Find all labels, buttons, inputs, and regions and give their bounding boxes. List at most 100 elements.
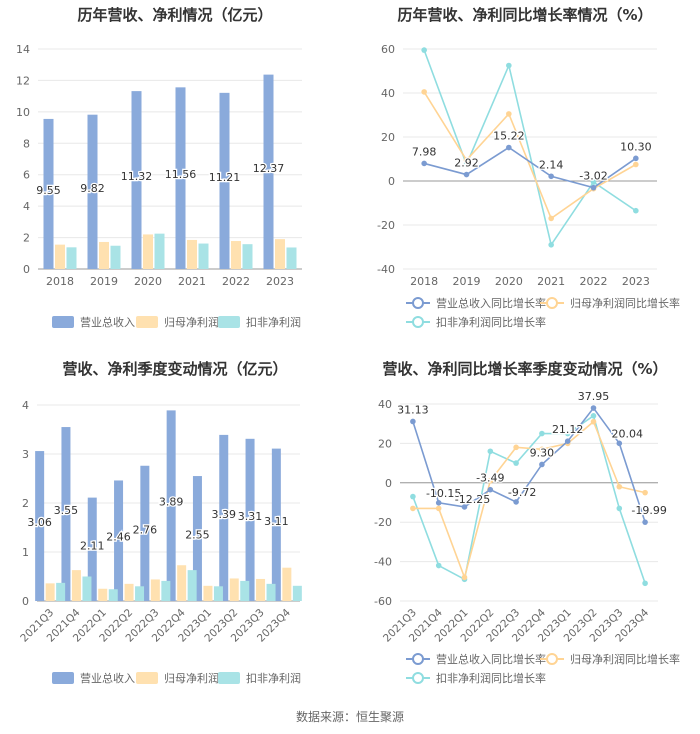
deducted-profit-bar	[240, 580, 250, 601]
legend-label: 归母净利润同比增长率	[570, 652, 680, 666]
deducted-profit-growth-point	[513, 460, 519, 466]
revenue-data-label: 3.31	[238, 510, 263, 523]
net-profit-bar	[45, 583, 55, 601]
revenue-growth-point	[539, 461, 545, 468]
legend-marker	[412, 653, 424, 665]
revenue-data-label: 3.89	[159, 496, 184, 509]
x-tick-label: 2019	[453, 275, 481, 288]
y-tick-label: 40	[381, 87, 395, 100]
legend-marker	[412, 672, 424, 684]
y-tick-label: 2	[22, 497, 29, 510]
revenue-growth-data-label: 15.22	[493, 130, 525, 143]
net-profit-growth-point	[548, 215, 554, 222]
revenue-data-label: 9.82	[80, 182, 105, 195]
revenue-growth-data-label: 7.98	[412, 145, 437, 158]
net-profit-bar	[177, 565, 187, 601]
chart2-title: 历年营收、净利同比增长率情况（%）	[397, 6, 653, 24]
deducted-profit-growth-point	[590, 413, 597, 419]
net-profit-bar	[231, 241, 241, 269]
quarterly-revenue-profit-bar-chart: 012342021Q32021Q42022Q12022Q22022Q32022Q…	[18, 399, 302, 685]
deducted-profit-growth-point	[487, 448, 494, 455]
revenue-bar	[43, 118, 54, 269]
net-profit-growth-point	[463, 157, 470, 163]
deducted-profit-growth-point	[616, 505, 623, 512]
net-profit-bar	[275, 239, 285, 269]
legend-label: 营业总收入同比增长率	[436, 652, 546, 666]
revenue-data-label: 2.11	[80, 539, 105, 552]
x-tick-label: 2020	[495, 275, 523, 288]
revenue-growth-point	[616, 440, 623, 447]
data-source: 数据来源：恒生聚源	[295, 710, 404, 724]
y-tick-label: 20	[381, 131, 395, 144]
deducted-profit-growth-point	[642, 580, 648, 587]
revenue-bar	[87, 497, 97, 601]
x-tick-label: 2020	[134, 275, 162, 288]
y-tick-label: -60	[374, 595, 392, 608]
deducted-profit-bar	[242, 244, 253, 269]
x-tick-label: 2022	[580, 275, 608, 288]
y-tick-label: 40	[378, 398, 392, 411]
annual-growth-rate-line-chart: -40 -20 0 20 40 60 2018 2019 2020 2021 2022 2023 7.9…	[377, 43, 680, 329]
x-tick-label: 2023	[622, 275, 650, 288]
net-profit-bar	[282, 567, 292, 601]
net-profit-growth-point	[461, 574, 468, 581]
legend-label: 归母净利润	[164, 671, 219, 685]
revenue-bar	[114, 480, 124, 601]
revenue-bar	[166, 410, 176, 601]
y-tick-label: 6	[23, 169, 30, 182]
deducted-profit-bar	[82, 576, 92, 601]
revenue-growth-data-label: -3.49	[476, 472, 504, 485]
legend-label: 归母净利润同比增长率	[570, 296, 680, 310]
revenue-growth-point	[463, 171, 470, 178]
deducted-profit-growth-point	[590, 179, 597, 185]
revenue-growth-point	[421, 160, 427, 167]
revenue-growth-data-label: -19.99	[631, 504, 666, 517]
net-profit-bar	[71, 570, 81, 601]
deducted-profit-bar	[286, 247, 297, 269]
deducted-profit-growth-point	[633, 207, 639, 214]
chart4-title: 营收、净利同比增长率季度变动情况（%）	[382, 360, 668, 378]
y-tick-label: 20	[378, 437, 392, 450]
net-profit-bar	[55, 244, 65, 269]
net-profit-growth-point	[435, 505, 442, 512]
legend-label: 扣非净利润	[246, 671, 301, 685]
revenue-growth-point	[590, 405, 597, 411]
deducted-profit-bar	[56, 582, 66, 601]
legend-label: 营业总收入	[80, 671, 135, 685]
deducted-profit-bar	[135, 586, 145, 601]
revenue-growth-data-label: -3.02	[579, 170, 607, 183]
revenue-data-label: 2.76	[133, 523, 158, 536]
revenue-growth-data-label: 2.92	[454, 157, 479, 170]
revenue-growth-data-label: 9.30	[530, 446, 555, 459]
legend-label: 扣非净利润同比增长率	[436, 671, 546, 685]
revenue-bar	[219, 434, 229, 601]
y-tick-label: 0	[23, 263, 30, 276]
revenue-data-label: 2.55	[185, 529, 210, 542]
revenue-growth-data-label: 21.12	[552, 423, 584, 436]
net-profit-bar	[124, 583, 134, 601]
y-tick-label: 10	[16, 106, 30, 119]
revenue-bar	[140, 465, 150, 601]
deducted-profit-growth-point	[421, 47, 427, 53]
revenue-data-label: 3.39	[212, 508, 237, 521]
net-profit-growth-point	[539, 446, 545, 453]
legend-label: 营业总收入	[80, 315, 135, 329]
legend-marker	[546, 297, 558, 309]
revenue-bar	[35, 451, 45, 601]
legend-label: 扣非净利润同比增长率	[436, 315, 546, 329]
deducted-profit-bar	[213, 586, 223, 601]
y-tick-label: 2	[23, 232, 30, 245]
y-tick-label: 4	[22, 399, 29, 412]
legend-swatch	[52, 316, 74, 328]
net-profit-growth-point	[410, 505, 416, 512]
quarterly-growth-rate-line-chart: -60-40-20020402021Q32021Q42022Q12022Q220…	[374, 389, 680, 685]
deducted-profit-growth-point	[564, 430, 571, 437]
net-profit-bar	[256, 578, 266, 601]
deducted-profit-growth-point	[410, 493, 416, 500]
net-profit-growth-point	[421, 89, 427, 95]
revenue-bar	[245, 438, 255, 601]
deducted-profit-bar	[198, 243, 209, 269]
legend-marker	[412, 316, 424, 328]
y-tick-label: -20	[374, 516, 392, 529]
legend-swatch	[218, 672, 240, 684]
